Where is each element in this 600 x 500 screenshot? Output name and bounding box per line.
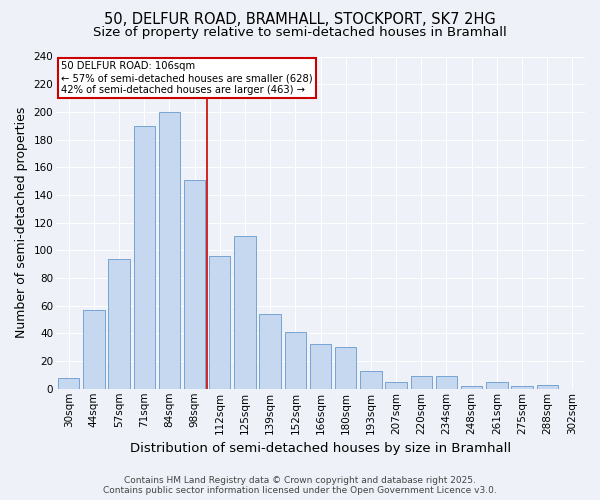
Bar [410,376,432,389]
Bar [436,376,457,389]
Bar [58,378,79,389]
Text: 50 DELFUR ROAD: 106sqm
← 57% of semi-detached houses are smaller (628)
42% of se: 50 DELFUR ROAD: 106sqm ← 57% of semi-det… [61,62,313,94]
Bar [134,126,155,389]
Text: Size of property relative to semi-detached houses in Bramhall: Size of property relative to semi-detach… [93,26,507,39]
Bar [536,384,558,389]
Text: 50, DELFUR ROAD, BRAMHALL, STOCKPORT, SK7 2HG: 50, DELFUR ROAD, BRAMHALL, STOCKPORT, SK… [104,12,496,28]
Bar [234,236,256,389]
Bar [259,314,281,389]
Bar [83,310,104,389]
Bar [159,112,180,389]
Bar [335,347,356,389]
Bar [360,371,382,389]
Bar [511,386,533,389]
Bar [209,256,230,389]
Bar [461,386,482,389]
Y-axis label: Number of semi-detached properties: Number of semi-detached properties [15,107,28,338]
Bar [109,258,130,389]
Bar [486,382,508,389]
Text: Contains HM Land Registry data © Crown copyright and database right 2025.
Contai: Contains HM Land Registry data © Crown c… [103,476,497,495]
X-axis label: Distribution of semi-detached houses by size in Bramhall: Distribution of semi-detached houses by … [130,442,511,455]
Bar [284,332,306,389]
Bar [310,344,331,389]
Bar [184,180,205,389]
Bar [385,382,407,389]
